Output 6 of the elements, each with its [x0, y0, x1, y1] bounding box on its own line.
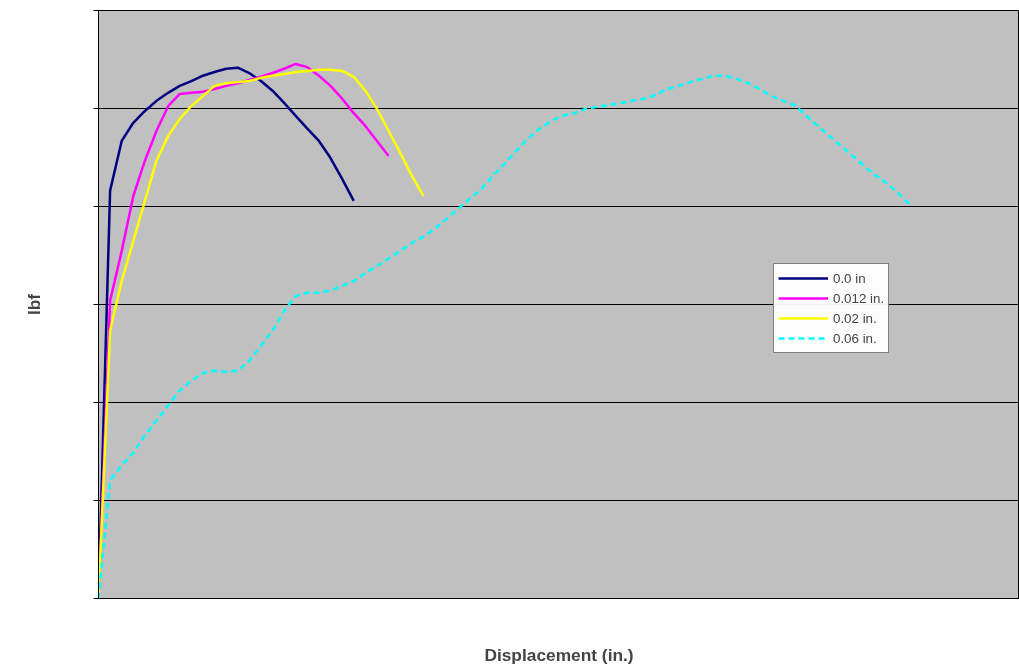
legend-label: 0.02 in.: [833, 310, 877, 326]
y-axis-title: lbf: [23, 293, 44, 316]
legend-label: 0.0 in: [833, 270, 866, 286]
legend-label: 0.06 in.: [833, 330, 877, 346]
x-axis-title: Displacement (in.): [484, 644, 634, 665]
legend-label: 0.012 in.: [833, 290, 885, 306]
